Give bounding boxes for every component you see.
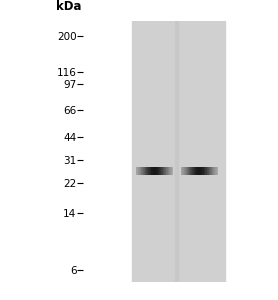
Bar (164, 167, 165, 175)
Bar (157, 167, 158, 175)
Bar (183, 167, 184, 175)
Bar (199, 167, 200, 175)
Bar (187, 167, 188, 175)
Bar (138, 167, 139, 175)
Bar (192, 167, 193, 175)
Bar (217, 167, 218, 175)
Bar (208, 167, 209, 175)
Bar (153, 167, 154, 175)
Bar (175, 21, 178, 282)
Bar (214, 167, 215, 175)
Bar (151, 167, 152, 175)
Bar (207, 167, 208, 175)
Bar (216, 167, 217, 175)
Bar (137, 167, 138, 175)
Bar (198, 167, 199, 175)
Bar (212, 167, 213, 175)
Bar (189, 167, 190, 175)
Bar (150, 167, 151, 175)
Bar (142, 167, 143, 175)
Bar (168, 167, 169, 175)
Bar (181, 167, 182, 175)
Bar (148, 167, 149, 175)
Bar (158, 167, 159, 175)
Bar (163, 167, 164, 175)
Bar (201, 167, 202, 175)
Bar (171, 167, 172, 175)
Bar (182, 167, 183, 175)
Text: kDa: kDa (56, 0, 81, 13)
Bar (167, 167, 168, 175)
Bar (149, 167, 150, 175)
Bar (196, 167, 197, 175)
Bar (197, 167, 198, 175)
Bar (147, 167, 148, 175)
Bar (159, 167, 160, 175)
Bar (205, 167, 206, 175)
Bar (190, 167, 191, 175)
Bar (145, 167, 146, 175)
Bar (160, 167, 161, 175)
Bar (184, 167, 185, 175)
Bar (143, 167, 144, 175)
Bar (203, 167, 204, 175)
Bar (169, 167, 170, 175)
Bar (200, 167, 201, 175)
Bar (186, 167, 187, 175)
Bar (209, 167, 210, 175)
Bar (132, 21, 225, 282)
Bar (188, 167, 189, 175)
Bar (155, 167, 156, 175)
Bar (211, 167, 212, 175)
Bar (210, 167, 211, 175)
Bar (165, 167, 166, 175)
Bar (185, 167, 186, 175)
Bar (204, 167, 205, 175)
Bar (139, 167, 140, 175)
Bar (191, 167, 192, 175)
Bar (170, 167, 171, 175)
Bar (152, 167, 153, 175)
Bar (140, 167, 141, 175)
Bar (161, 167, 162, 175)
Bar (193, 167, 194, 175)
Bar (213, 167, 214, 175)
Bar (215, 167, 216, 175)
Bar (206, 167, 207, 175)
Bar (162, 167, 163, 175)
Bar (146, 167, 147, 175)
Bar (156, 167, 157, 175)
Bar (202, 167, 203, 175)
Bar (166, 167, 167, 175)
Bar (154, 167, 155, 175)
Bar (136, 167, 137, 175)
Bar (172, 167, 173, 175)
Bar (195, 167, 196, 175)
Bar (144, 167, 145, 175)
Bar (141, 167, 142, 175)
Bar (194, 167, 195, 175)
